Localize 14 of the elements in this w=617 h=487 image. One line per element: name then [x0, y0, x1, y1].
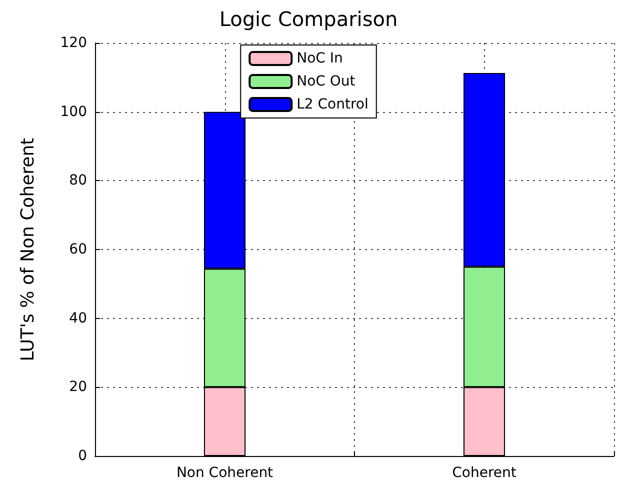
y-tick-label: 60: [69, 242, 87, 258]
legend-label: NoC In: [296, 50, 343, 66]
x-tick-label: Non Coherent: [176, 465, 274, 481]
y-axis-title: LUT's % of Non Coherent: [18, 138, 38, 362]
y-tick-label: 20: [69, 379, 87, 396]
legend-label: L2 Control: [296, 96, 368, 112]
legend-label: NoC Out: [296, 74, 356, 90]
y-tick-label: 40: [69, 310, 87, 326]
y-tick-label: 120: [60, 35, 87, 51]
chart-title: Logic Comparison: [219, 7, 398, 31]
y-tick-label: 100: [60, 104, 87, 120]
y-tick-label: 80: [69, 172, 87, 189]
x-tick-label: Coherent: [452, 465, 517, 481]
y-tick-label: 0: [78, 448, 87, 464]
